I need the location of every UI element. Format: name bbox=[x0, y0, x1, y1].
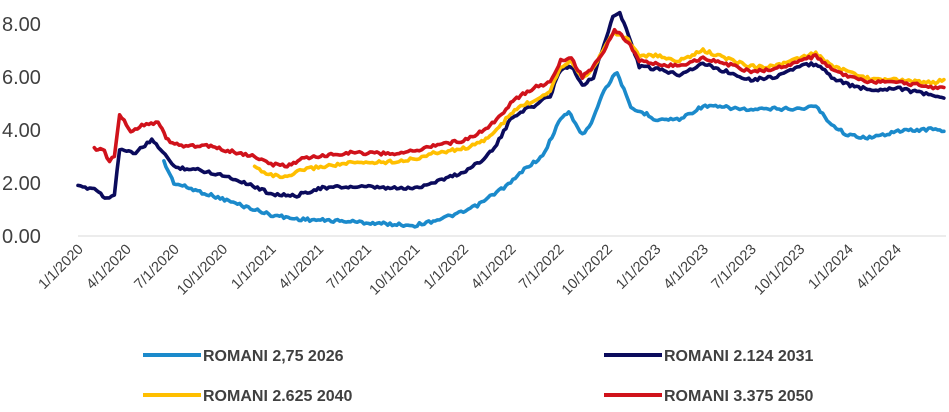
x-tick-label: 10/1/2023 bbox=[751, 242, 808, 299]
x-axis-ticks: 1/1/20204/1/20207/1/202010/1/20201/1/202… bbox=[36, 242, 905, 299]
legend-label: ROMANI 2.124 2031 bbox=[664, 348, 814, 365]
legend: ROMANI 2,75 2026 ROMANI 2.124 2031 ROMANI … bbox=[143, 348, 814, 405]
x-tick-label: 10/1/2022 bbox=[559, 242, 616, 299]
x-tick-label: 4/1/2022 bbox=[468, 242, 519, 293]
series-line bbox=[76, 10, 946, 200]
y-tick-label: 6.00 bbox=[2, 67, 41, 89]
y-tick-label: 8.00 bbox=[2, 14, 41, 36]
legend-label: ROMANI 2.625 2040 bbox=[203, 388, 353, 405]
legend-label: ROMANI 3.375 2050 bbox=[664, 388, 814, 405]
x-tick-label: 4/1/2024 bbox=[854, 242, 905, 293]
x-tick-label: 1/1/2024 bbox=[806, 242, 857, 293]
series-line bbox=[92, 27, 946, 169]
x-tick-label: 10/1/2020 bbox=[174, 242, 231, 299]
x-tick-label: 4/1/2020 bbox=[84, 242, 135, 293]
y-tick-label: 2.00 bbox=[2, 173, 41, 195]
y-axis-ticks: 0.00 2.00 4.00 6.00 8.00 bbox=[2, 14, 41, 248]
x-tick-label: 10/1/2021 bbox=[367, 242, 424, 299]
x-tick-label: 1/1/2020 bbox=[36, 242, 87, 293]
series-lines bbox=[76, 10, 946, 229]
x-tick-label: 1/1/2021 bbox=[228, 242, 279, 293]
series-line bbox=[162, 71, 946, 229]
x-tick-label: 4/1/2023 bbox=[661, 242, 712, 293]
y-tick-label: 4.00 bbox=[2, 120, 41, 142]
y-tick-label: 0.00 bbox=[2, 226, 41, 248]
legend-label: ROMANI 2,75 2026 bbox=[203, 348, 344, 365]
x-tick-label: 1/1/2022 bbox=[421, 242, 472, 293]
x-tick-label: 4/1/2021 bbox=[276, 242, 327, 293]
x-tick-label: 1/1/2023 bbox=[613, 242, 664, 293]
